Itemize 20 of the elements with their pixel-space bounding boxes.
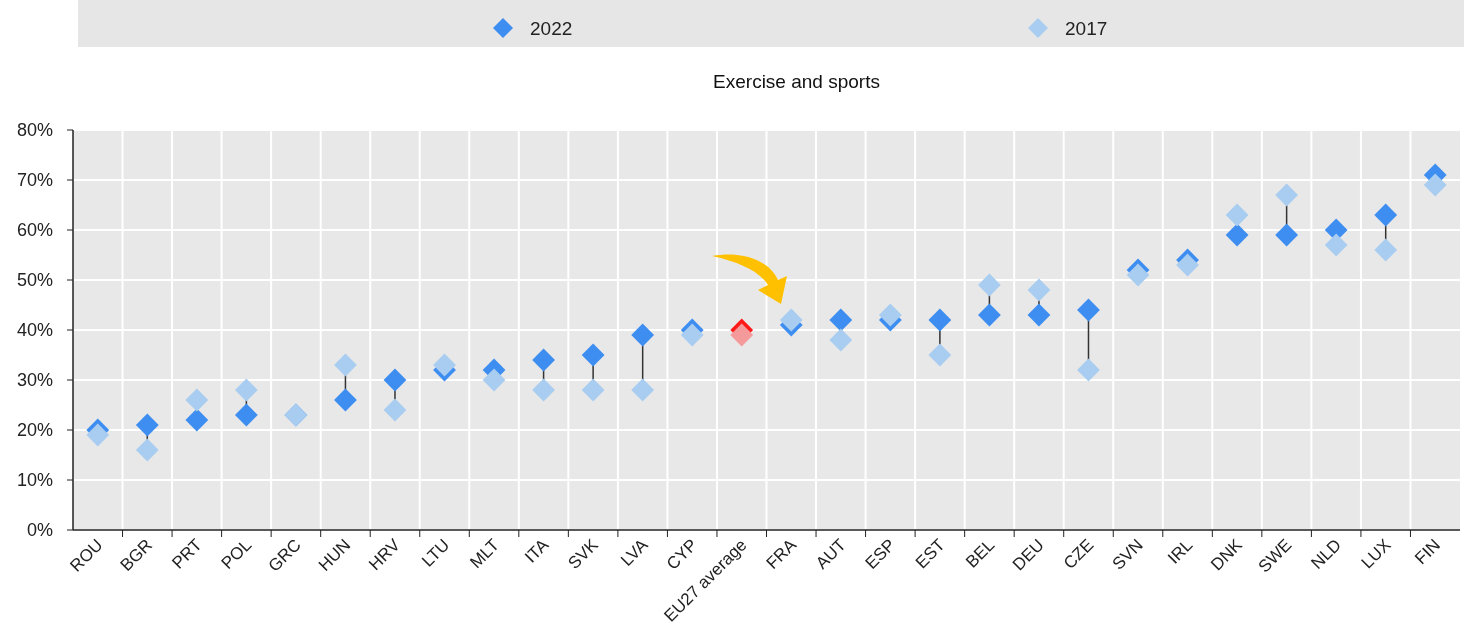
y-tick-label: 10% [16,470,53,490]
x-tick-label: ITA [521,534,553,567]
x-tick-label: LTU [418,535,454,571]
y-tick-label: 80% [16,120,53,140]
y-tick-label: 20% [16,420,53,440]
chart-title: Exercise and sports [713,71,880,92]
x-tick-label: POL [217,535,256,573]
x-tick-label: IRL [1164,535,1197,568]
y-tick-label: 0% [26,520,53,540]
y-tick-label: 40% [16,320,53,340]
x-tick-label: BEL [962,535,999,572]
y-tick-label: 50% [16,270,53,290]
x-tick-label: FRA [762,534,801,573]
legend-label: 2022 [530,18,573,39]
y-tick-label: 70% [16,170,53,190]
x-tick-label: FIN [1411,535,1445,569]
y-tick-label: 30% [16,370,53,390]
y-tick-label: 60% [16,220,53,240]
legend-label: 2017 [1065,18,1108,39]
x-tick-label: LVA [617,534,652,570]
